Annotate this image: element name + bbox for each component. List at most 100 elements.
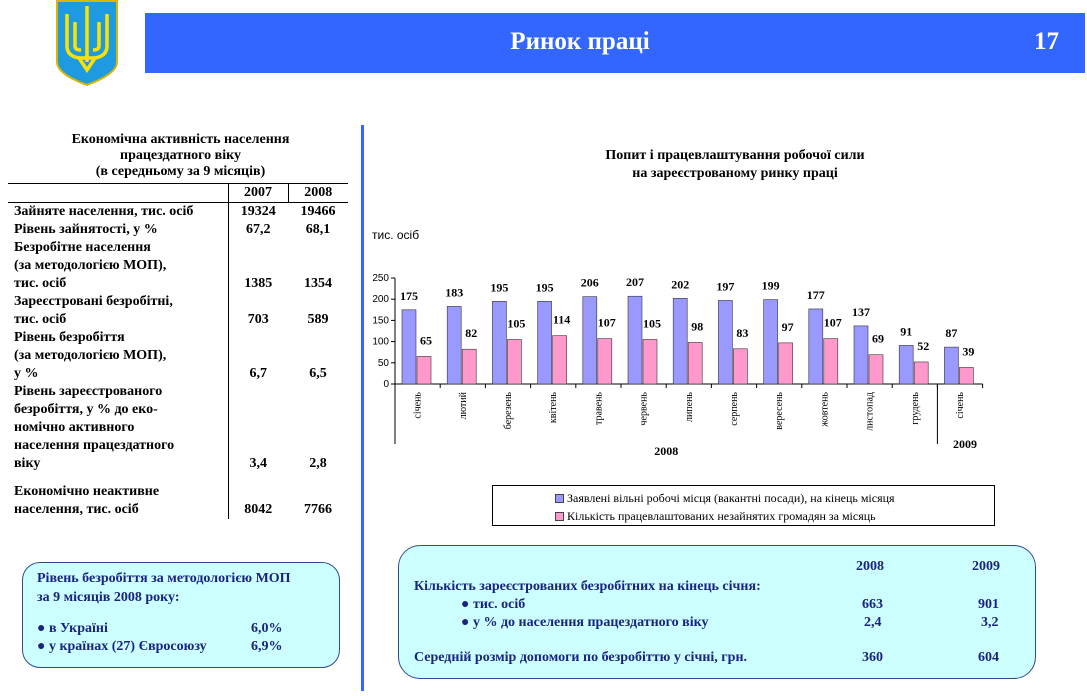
x-tick-label: січень [955, 392, 966, 419]
bar [537, 301, 552, 385]
bar [597, 338, 613, 385]
bar [823, 338, 839, 385]
bar [416, 356, 432, 385]
bar [461, 348, 477, 385]
bar [959, 367, 974, 385]
header-bar: Ринок праці 17 [145, 13, 1085, 73]
cell-value: 2,8 [309, 456, 327, 471]
data-label: 207 [626, 275, 644, 289]
data-label: 175 [400, 289, 418, 303]
cell-value: 68,1 [305, 222, 331, 237]
column-header: 2009 [972, 559, 1000, 574]
item-value: 6,0% [251, 621, 283, 636]
label-line: у % [14, 366, 39, 381]
cell-value: 589 [307, 312, 329, 327]
row-label: Рівень зайнятості, у % [8, 221, 228, 239]
data-label: 195 [490, 280, 508, 294]
bar [733, 348, 748, 385]
x-tick-label: лютий [458, 391, 469, 419]
bar [718, 300, 733, 385]
y-tick-label: 200 [372, 294, 389, 305]
x-tick-label: червень [639, 392, 650, 426]
cell-value: 1385 [227, 239, 288, 293]
data-label: 137 [852, 305, 870, 319]
table-row: Рівень зареєстрованого безробіття, у % до… [8, 383, 348, 473]
row-value: 604 [978, 650, 999, 665]
data-label: 83 [736, 326, 748, 340]
label-line: (за методологією МОП), [14, 258, 167, 273]
data-label: 105 [643, 316, 661, 330]
data-label: 206 [581, 276, 599, 290]
label-line: населення, тис. осіб [14, 502, 139, 517]
x-tick-label: серпень [729, 392, 740, 426]
unemployment-rate-box: Рівень безробіття за методологією МОП за… [22, 562, 340, 668]
data-label: 183 [445, 285, 463, 299]
bar [627, 295, 643, 385]
row-value: 360 [862, 650, 883, 665]
row-label: ● у % до населення працездатного віку [461, 615, 709, 630]
legend-label: Кількість працевлаштованих незайнятих гр… [567, 509, 876, 523]
cell-value: 6,7 [227, 329, 288, 383]
bar [642, 339, 658, 385]
bar [687, 342, 703, 385]
data-label: 177 [807, 288, 825, 302]
page-title: Ринок праці [510, 28, 650, 55]
y-tick-label: 150 [372, 315, 389, 326]
column-header: 2008 [856, 559, 884, 574]
row-value: 2,4 [864, 615, 882, 630]
data-label: 87 [945, 326, 957, 340]
bar [446, 306, 462, 385]
x-tick-label: січень [413, 392, 424, 419]
item-label: ● у країнах (27) Євросоюзу [37, 639, 207, 654]
legend-label: Заявлені вільні робочі місця (вакантні п… [567, 491, 895, 505]
year-label: 2008 [654, 444, 678, 458]
item-label: ● в Україні [37, 621, 108, 636]
registered-unemployed-box: 2008 2009 Кількість зареєстрованих безро… [398, 545, 1036, 679]
x-tick-label: травень [593, 392, 604, 425]
x-tick-label: жовтень [819, 392, 830, 428]
page-number: 17 [1034, 28, 1059, 55]
row-label: Середній розмір допомоги по безробіттю у… [414, 650, 748, 665]
data-label: 91 [900, 324, 912, 338]
row-value: 663 [862, 597, 883, 612]
row-label: Безробітне населення (за методологією МОП… [8, 239, 228, 293]
data-label: 69 [872, 332, 884, 346]
data-label: 107 [824, 316, 842, 330]
label-line: тис. осіб [14, 312, 67, 327]
table-header-row: 2007 2008 [8, 183, 348, 203]
bar [552, 335, 567, 385]
bar-chart: 0 50 100 150 200 250 175 65 січень 183 82 лютий 195 1… [372, 273, 984, 458]
row-label: ● тис. осіб [461, 597, 526, 612]
bar [401, 309, 417, 385]
item-value: 6,9% [251, 639, 283, 654]
bar [763, 299, 778, 385]
label-line: віку [14, 456, 41, 471]
legend-swatch [555, 494, 564, 503]
data-label: 65 [420, 333, 432, 347]
chart-legend: Заявлені вільні робочі місця (вакантні п… [492, 485, 995, 526]
column-header: 2008 [287, 183, 348, 203]
left-table-title: Економічна активність населення працезда… [8, 132, 353, 180]
bar [582, 296, 598, 385]
bar [507, 339, 522, 385]
cell-value: 8042 [227, 473, 288, 519]
cell-value: 6,5 [309, 366, 327, 381]
data-label: 114 [553, 313, 570, 327]
label-line: (за методологією МОП), [14, 348, 167, 363]
column-header: 2007 [227, 183, 288, 203]
title-line: працездатного віку [120, 148, 241, 163]
data-label: 98 [691, 319, 703, 333]
label-line: Рівень безробіття [14, 330, 125, 345]
cell-value: 3,4 [227, 383, 288, 473]
cell-value: 19466 [300, 204, 336, 219]
label-line: Рівень зареєстрованого [14, 384, 163, 399]
data-label: 39 [962, 344, 974, 358]
label-line: номічно активного [14, 420, 135, 435]
table-row: Рівень зайнятості, у % 67,2 68,1 [8, 221, 348, 239]
table-row: Рівень безробіття (за методологією МОП), … [8, 329, 348, 383]
box-heading: Кількість зареєстрованих безробітних на … [414, 579, 761, 594]
label-line: населення працездатного [14, 438, 175, 453]
y-tick-label: 0 [383, 379, 389, 390]
table-row: Зареєстровані безробітні, тис. осіб 703 589 [8, 293, 348, 329]
divider [361, 125, 364, 691]
